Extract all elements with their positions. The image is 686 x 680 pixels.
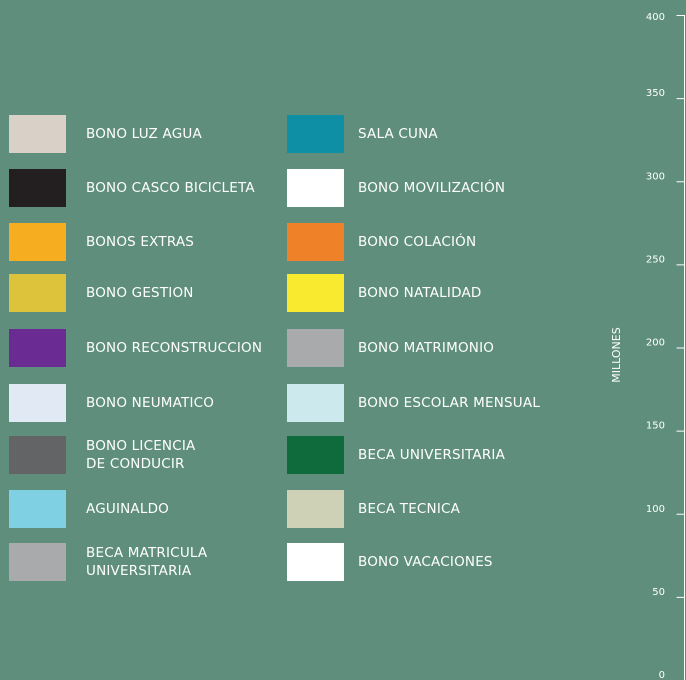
- legend-label: BONO LICENCIA DE CONDUCIR: [86, 438, 196, 472]
- y-tick-label: 300: [646, 171, 665, 182]
- legend-item: AGUINALDO: [9, 490, 279, 530]
- legend-swatch: [9, 274, 66, 312]
- legend-item: BONO LUZ AGUA: [9, 115, 279, 155]
- legend-label: BECA MATRICULA UNIVERSITARIA: [86, 545, 208, 579]
- y-tick-label: 150: [646, 421, 665, 432]
- legend-label: SALA CUNA: [358, 126, 438, 142]
- y-tick-label: 400: [646, 12, 665, 23]
- legend-label: BONO NEUMATICO: [86, 395, 215, 411]
- legend-label: BONOS EXTRAS: [86, 234, 195, 250]
- y-tick-label: 350: [646, 88, 665, 99]
- legend-swatch: [9, 543, 66, 581]
- legend-swatch: [9, 329, 66, 367]
- legend-swatch: [287, 543, 344, 581]
- legend-swatch: [287, 490, 344, 528]
- legend-swatch: [9, 223, 66, 261]
- legend-swatch: [287, 384, 344, 422]
- legend-label: BONO COLACIÓN: [358, 234, 477, 250]
- legend-item: BECA UNIVERSITARIA: [287, 436, 577, 476]
- legend-item: BONO VACACIONES: [287, 543, 577, 583]
- legend-item: BECA MATRICULA UNIVERSITARIA: [9, 543, 279, 583]
- legend-item: BONO RECONSTRUCCION: [9, 329, 279, 369]
- y-axis: MILLONES 0 50 100 150 200 250 300 350 400: [610, 12, 685, 680]
- legend-label: BONO LUZ AGUA: [86, 126, 202, 142]
- legend-swatch: [287, 329, 344, 367]
- legend-swatch: [287, 274, 344, 312]
- legend-swatch: [9, 436, 66, 474]
- legend-swatch: [9, 169, 66, 207]
- legend-item: BONO ESCOLAR MENSUAL: [287, 384, 577, 424]
- legend-item: SALA CUNA: [287, 115, 577, 155]
- legend-swatch: [9, 115, 66, 153]
- legend-swatch: [287, 436, 344, 474]
- y-tick-label: 250: [646, 254, 665, 265]
- legend-label: BONO NATALIDAD: [358, 285, 482, 301]
- legend-label: BONO MOVILIZACIÓN: [358, 180, 506, 196]
- legend-swatch: [287, 223, 344, 261]
- legend-label: BONO ESCOLAR MENSUAL: [358, 395, 541, 411]
- legend-item: BONO COLACIÓN: [287, 223, 577, 263]
- legend-swatch: [9, 384, 66, 422]
- legend-item: BONOS EXTRAS: [9, 223, 279, 263]
- legend-item: BONO MOVILIZACIÓN: [287, 169, 577, 209]
- legend-item: BONO CASCO BICICLETA: [9, 169, 279, 209]
- y-axis-label: MILLONES: [610, 327, 623, 382]
- y-axis-ticks: 0 50 100 150 200 250 300 350 400: [646, 12, 685, 680]
- legend-label: BONO GESTION: [86, 285, 194, 301]
- legend-label: BECA TECNICA: [358, 501, 461, 517]
- legend-swatch: [287, 115, 344, 153]
- legend-item: BONO LICENCIA DE CONDUCIR: [9, 436, 279, 476]
- legend-label: AGUINALDO: [86, 501, 169, 517]
- legend-label: BONO MATRIMONIO: [358, 340, 495, 356]
- legend-swatch: [287, 169, 344, 207]
- legend-item: BONO NATALIDAD: [287, 274, 577, 314]
- legend-label: BECA UNIVERSITARIA: [358, 447, 506, 463]
- legend-item: BONO NEUMATICO: [9, 384, 279, 424]
- y-tick-label: 50: [652, 587, 665, 598]
- legend-item: BONO MATRIMONIO: [287, 329, 577, 369]
- legend-item: BONO GESTION: [9, 274, 279, 314]
- legend-item: BECA TECNICA: [287, 490, 577, 530]
- y-tick-label: 100: [646, 504, 665, 515]
- legend-label: BONO CASCO BICICLETA: [86, 180, 255, 196]
- chart-legend: BONO LUZ AGUA SALA CUNA BONO CASCO BICICLE…: [9, 115, 577, 583]
- legend-swatch: [9, 490, 66, 528]
- legend-label: BONO VACACIONES: [358, 554, 493, 570]
- legend-label: BONO RECONSTRUCCION: [86, 340, 263, 356]
- y-tick-label: 0: [659, 670, 665, 680]
- y-tick-label: 200: [646, 338, 665, 349]
